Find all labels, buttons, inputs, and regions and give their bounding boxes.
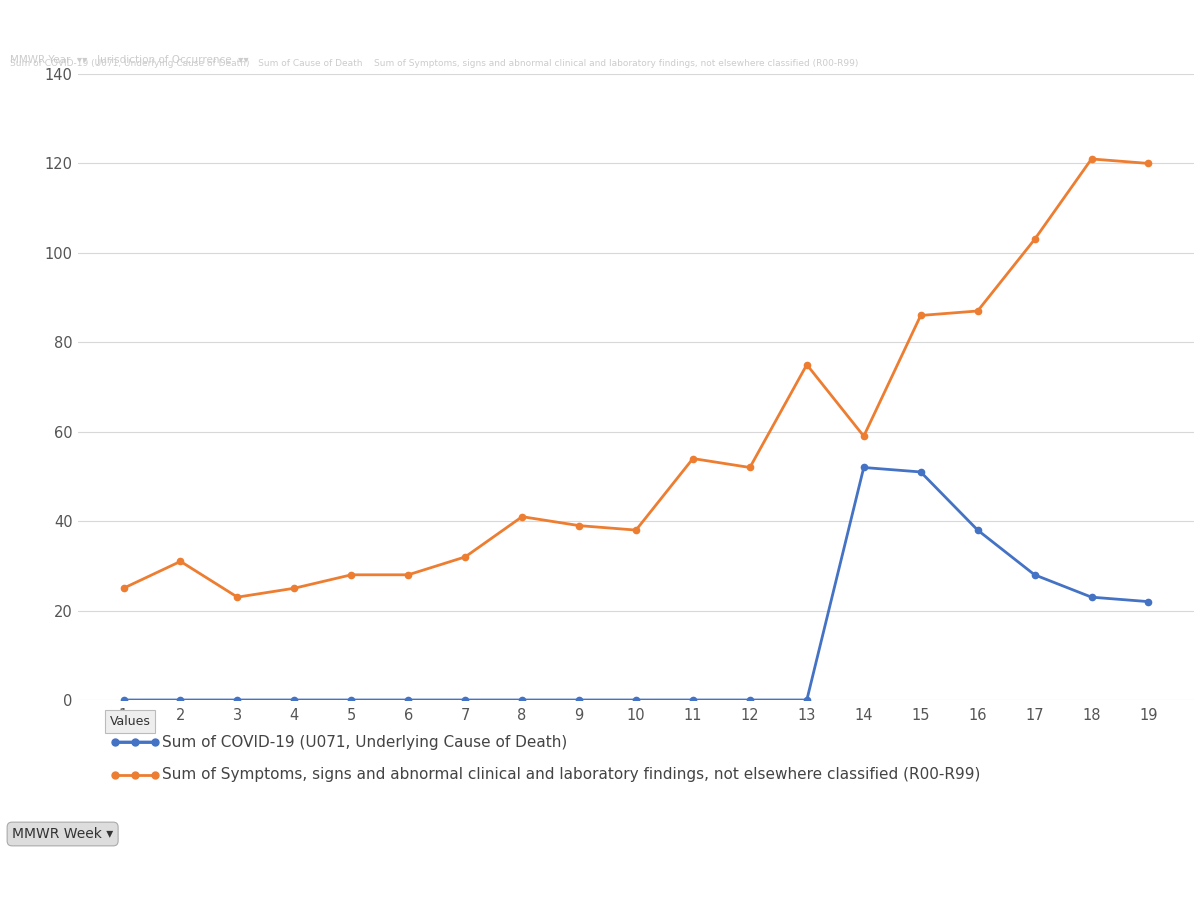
Text: Sum of COVID-19 (U071, Underlying Cause of Death): Sum of COVID-19 (U071, Underlying Cause … xyxy=(162,734,568,750)
Text: MMWR Week ▾: MMWR Week ▾ xyxy=(12,827,113,841)
Text: Sum of COVID-19 (U071, Underlying Cause of Death)   Sum of Cause of Death    Sum: Sum of COVID-19 (U071, Underlying Cause … xyxy=(10,58,858,68)
Text: Values: Values xyxy=(109,715,150,728)
Text: MMWR Year  ▾▾   Jurisdiction of Occurrence  ▾▾: MMWR Year ▾▾ Jurisdiction of Occurrence … xyxy=(10,55,248,65)
Text: 67%: 67% xyxy=(1122,4,1150,17)
Text: 9:17 PM   Wed May 27: 9:17 PM Wed May 27 xyxy=(8,4,148,17)
Text: Tennessee.png: Tennessee.png xyxy=(121,25,319,49)
Text: Sum of Symptoms, signs and abnormal clinical and laboratory findings, not elsewh: Sum of Symptoms, signs and abnormal clin… xyxy=(162,768,980,782)
Text: ✕: ✕ xyxy=(12,30,24,44)
